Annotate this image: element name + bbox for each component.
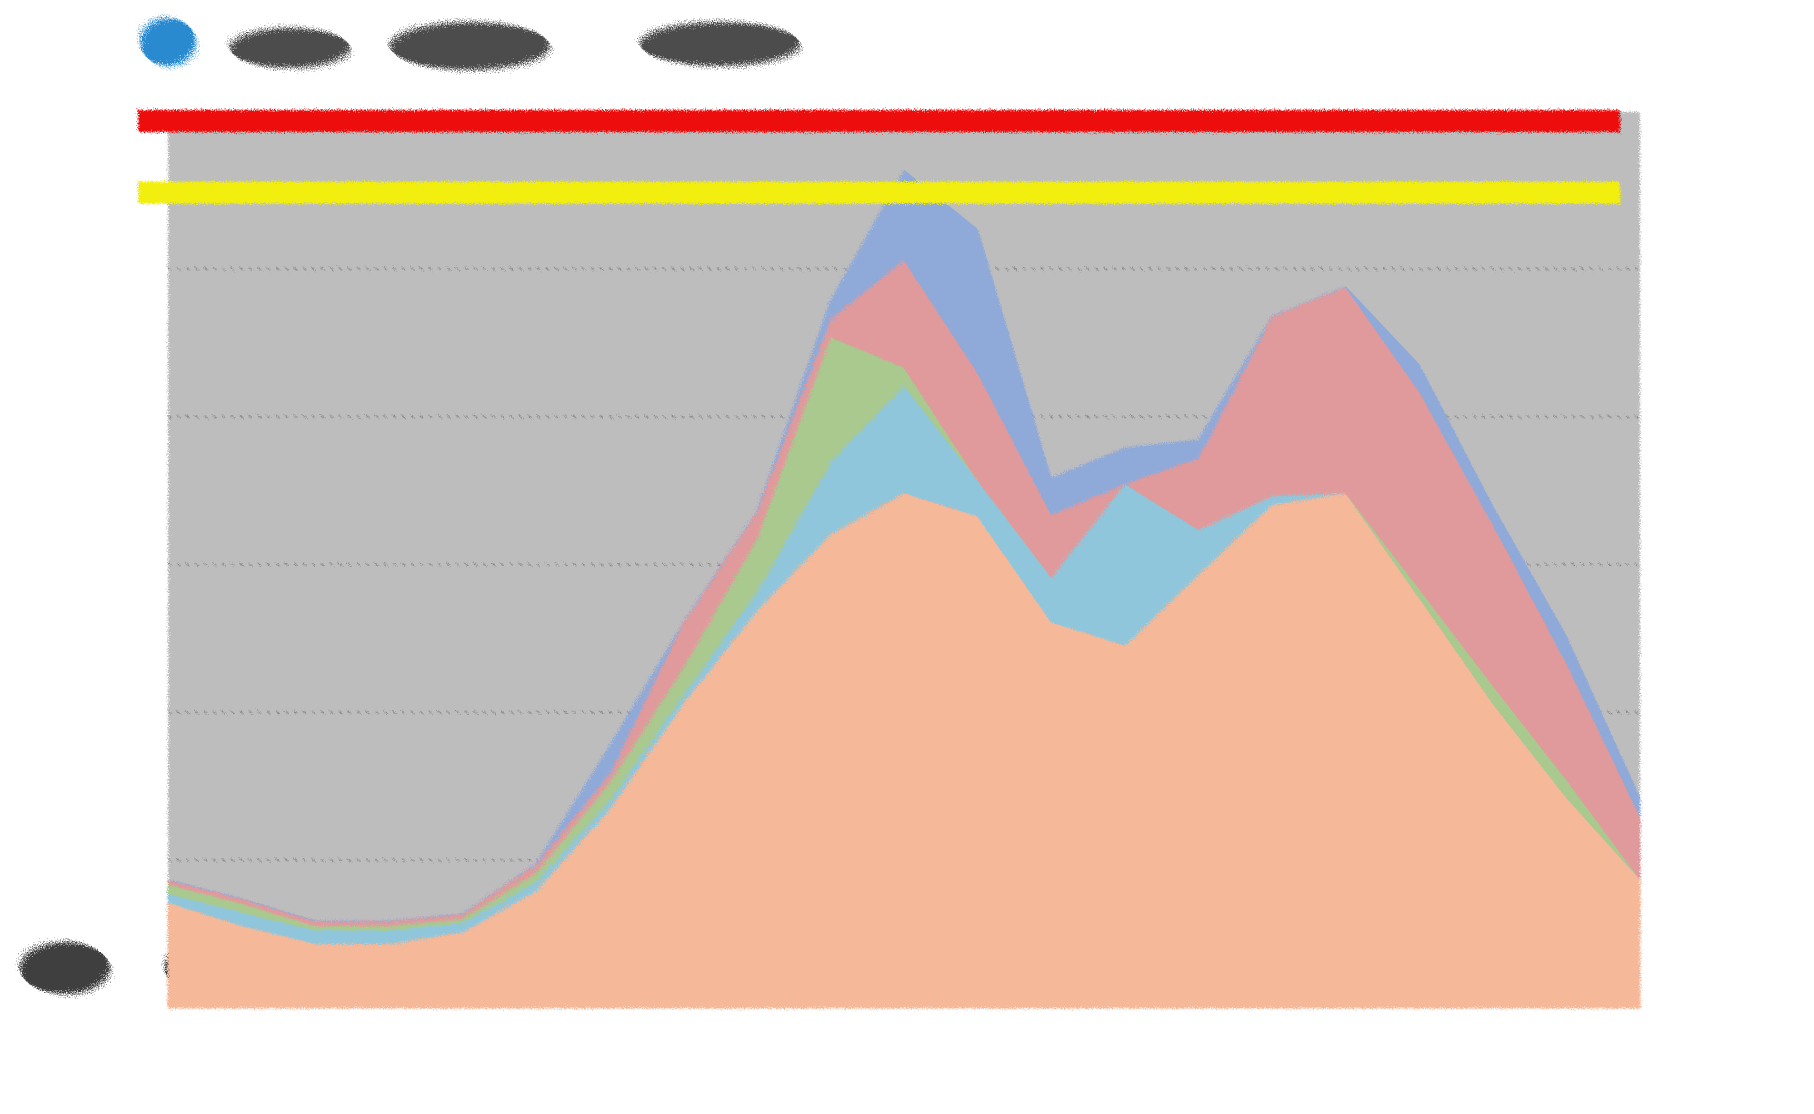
area [167, 169, 1641, 922]
dark-blob [230, 28, 350, 68]
dark-blob [640, 22, 800, 66]
plot-area [138, 109, 1641, 1009]
blue-blob [140, 18, 196, 66]
dark-blob [390, 22, 550, 70]
dark-blob [20, 942, 110, 994]
